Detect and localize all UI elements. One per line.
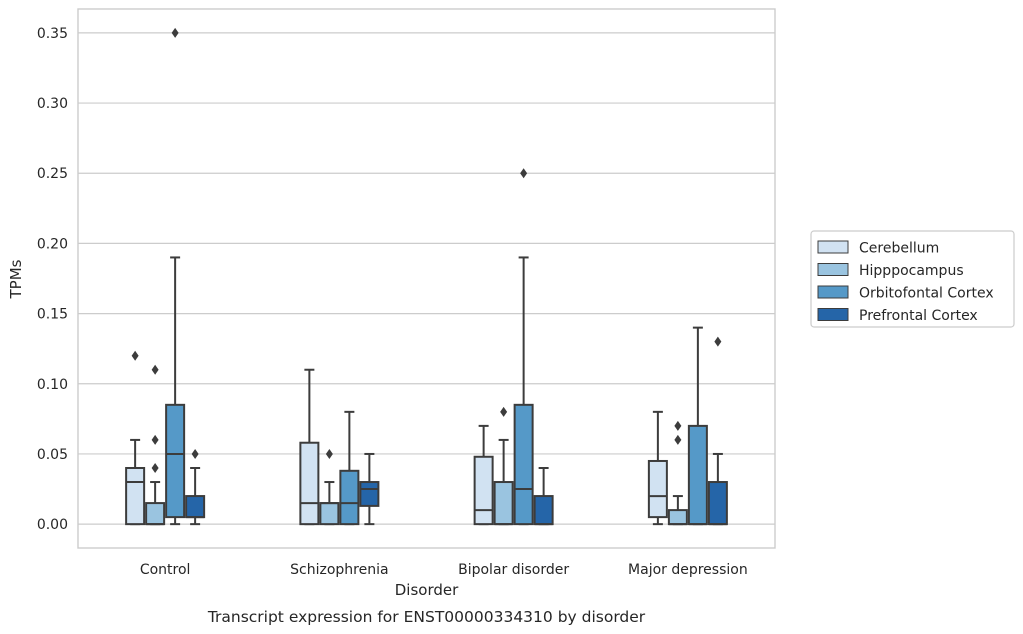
plot-area-frame xyxy=(77,8,776,549)
box-3-3 xyxy=(513,168,534,526)
legend-frame xyxy=(810,230,1015,328)
box-body xyxy=(299,441,320,526)
box-1-1 xyxy=(125,350,146,526)
legend-swatch xyxy=(817,263,849,276)
legend-item: Orbitofontal Cortex xyxy=(817,285,994,302)
legend-swatch xyxy=(817,240,849,254)
legend-label: Prefrontal Cortex xyxy=(859,308,978,324)
y-tick-label: 0.10 xyxy=(37,377,68,393)
outlier-point xyxy=(151,462,159,473)
outlier-point xyxy=(325,448,333,459)
box-body xyxy=(533,495,554,526)
box-4-4 xyxy=(707,336,728,526)
box-3-4 xyxy=(687,326,708,526)
box-body xyxy=(185,495,206,519)
box-1-3 xyxy=(473,424,494,526)
outlier-point xyxy=(520,168,528,179)
y-tick-label: 0.25 xyxy=(37,166,68,182)
x-tick-label: Control xyxy=(140,562,191,578)
box-series xyxy=(125,27,728,526)
y-tick-label: 0.05 xyxy=(37,447,68,463)
legend-label: Hipppocampus xyxy=(859,263,964,279)
box-body xyxy=(667,509,688,526)
box-body xyxy=(125,466,146,526)
legend-label: Cerebellum xyxy=(859,241,939,257)
box-4-3 xyxy=(533,466,554,526)
outlier-point xyxy=(151,434,159,445)
box-body xyxy=(687,424,708,526)
outlier-point xyxy=(171,27,179,38)
box-2-4 xyxy=(667,420,688,526)
box-body xyxy=(647,459,668,519)
box-1-2 xyxy=(299,368,320,526)
x-tick-label: Bipolar disorder xyxy=(458,562,569,578)
x-tick-label: Major depression xyxy=(628,562,748,578)
y-tick-label: 0.15 xyxy=(37,307,68,323)
box-4-2 xyxy=(359,452,380,526)
y-axis-label: TPMs xyxy=(7,259,25,299)
box-body xyxy=(707,481,728,526)
box-2-1 xyxy=(145,364,166,526)
box-body xyxy=(319,502,340,526)
box-2-2 xyxy=(319,448,340,526)
legend-item: Hipppocampus xyxy=(817,263,964,279)
x-axis-label: Disorder xyxy=(395,581,459,599)
box-1-4 xyxy=(647,410,668,526)
box-body xyxy=(145,502,166,526)
chart-caption: Transcript expression for ENST0000033431… xyxy=(207,608,646,626)
box-body xyxy=(359,481,380,507)
legend-swatch xyxy=(817,308,849,321)
box-3-2 xyxy=(339,410,360,526)
legend-item: Cerebellum xyxy=(817,240,939,257)
legend-item: Prefrontal Cortex xyxy=(817,308,978,324)
outlier-point xyxy=(500,406,508,417)
outlier-point xyxy=(191,448,199,459)
y-tick-label: 0.00 xyxy=(37,517,68,533)
box-body xyxy=(339,469,360,526)
box-3-1 xyxy=(165,27,186,526)
outlier-point xyxy=(714,336,722,347)
box-2-3 xyxy=(493,406,514,526)
y-tick-label: 0.35 xyxy=(37,26,68,42)
outlier-point xyxy=(131,350,139,361)
box-4-1 xyxy=(185,448,206,526)
y-axis-ticks: 0.00 0.05 0.10 0.15 0.20 0.25 0.30 0.35 xyxy=(37,26,68,533)
y-tick-label: 0.20 xyxy=(37,236,68,252)
outlier-point xyxy=(151,364,159,375)
legend: Cerebellum Hipppocampus Orbitofontal Corte… xyxy=(810,230,1015,328)
x-tick-label: Schizophrenia xyxy=(290,562,388,578)
box-body xyxy=(473,455,494,526)
y-tick-label: 0.30 xyxy=(37,96,68,112)
outlier-point xyxy=(674,420,682,431)
box-body xyxy=(513,403,534,526)
box-body xyxy=(493,481,514,526)
legend-label: Orbitofontal Cortex xyxy=(859,286,994,302)
outlier-point xyxy=(674,434,682,445)
legend-swatch xyxy=(817,285,849,299)
box-body xyxy=(165,403,186,519)
x-axis-ticks: Control Schizophrenia Bipolar disorder Majo… xyxy=(140,562,748,578)
